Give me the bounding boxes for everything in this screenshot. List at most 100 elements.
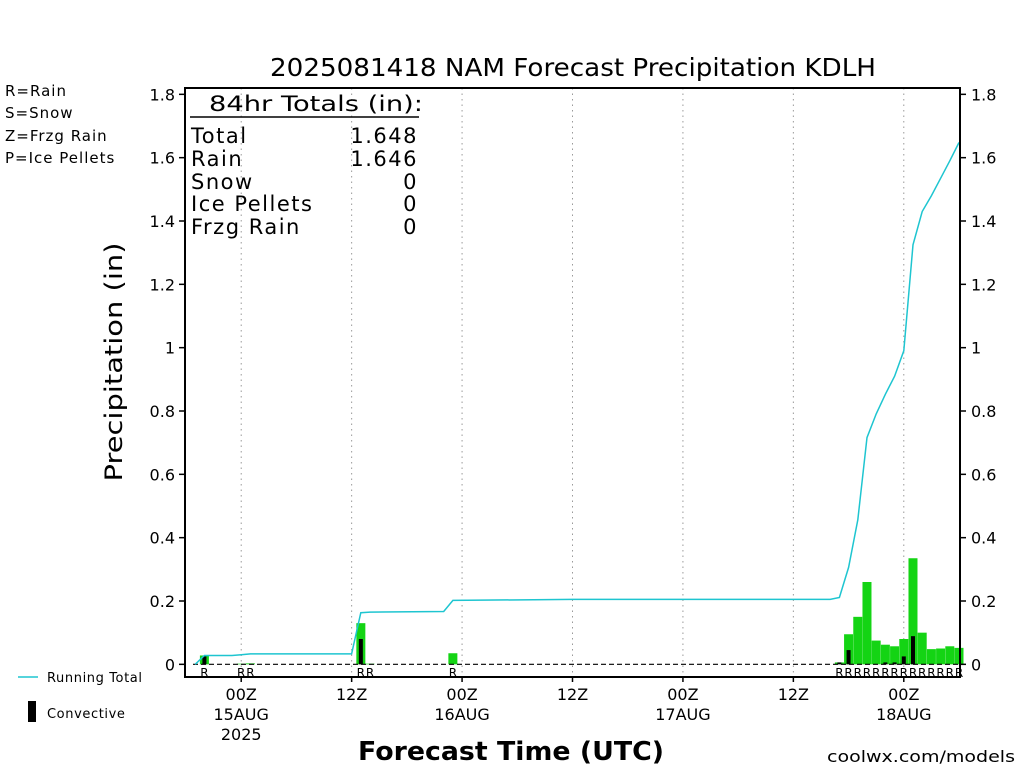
precip-type-letter: R bbox=[237, 666, 245, 680]
rain-bar bbox=[890, 646, 900, 665]
x-tick-label: 00Z bbox=[667, 685, 698, 704]
x-tick-year-label: 2025 bbox=[221, 725, 262, 744]
rain-bar bbox=[917, 632, 927, 665]
totals-label-freezing-rain: Frzg Rain bbox=[191, 215, 301, 239]
precip-type-letter: R bbox=[863, 666, 871, 680]
y-axis-ticks: 0 00.2 0.20.4 0.40.6 0.60.8 0.81 11.2 1.21.4 1.4… bbox=[150, 85, 997, 674]
convective-legend-label: Convective bbox=[47, 707, 126, 722]
x-axis-label: Forecast Time (UTC) bbox=[358, 737, 664, 767]
y-tick-label-right: 0.6 bbox=[971, 465, 996, 484]
convective-bar bbox=[892, 662, 897, 665]
y-tick-label-left: 1 bbox=[165, 339, 175, 358]
type-key-snow: S=Snow bbox=[5, 104, 74, 122]
x-tick-label: 12Z bbox=[336, 685, 367, 704]
precip-type-letter: R bbox=[449, 666, 457, 680]
y-tick-label-left: 0.8 bbox=[150, 402, 175, 421]
convective-swatch bbox=[28, 701, 36, 722]
y-tick-label-left: 1.2 bbox=[150, 275, 175, 294]
precip-type-letter: R bbox=[936, 666, 944, 680]
precip-type-letter: R bbox=[844, 666, 852, 680]
rain-bar bbox=[899, 639, 909, 665]
precip-type-letter: R bbox=[881, 666, 889, 680]
totals-value-total: 1.648 bbox=[350, 124, 418, 148]
convective-bar bbox=[883, 662, 888, 665]
totals-label-rain: Rain bbox=[191, 147, 243, 171]
type-key-freezing-rain: Z=Frzg Rain bbox=[5, 127, 108, 145]
y-tick-label-left: 1.8 bbox=[150, 85, 175, 104]
y-tick-label-right: 1.4 bbox=[971, 212, 996, 231]
convective-bars bbox=[202, 636, 915, 665]
y-tick-label-right: 1.8 bbox=[971, 85, 996, 104]
precip-type-letter: R bbox=[918, 666, 926, 680]
x-tick-label: 00Z bbox=[888, 685, 919, 704]
precip-type-letter: R bbox=[246, 666, 254, 680]
running-total-line bbox=[194, 142, 960, 665]
totals-label-snow: Snow bbox=[191, 170, 254, 194]
y-tick-label-left: 0.6 bbox=[150, 465, 175, 484]
x-tick-label: 12Z bbox=[778, 685, 809, 704]
x-tick-label: 00Z bbox=[226, 685, 257, 704]
convective-bar bbox=[202, 656, 207, 665]
precip-type-letter: R bbox=[927, 666, 935, 680]
rain-bar bbox=[448, 653, 458, 665]
x-gridlines bbox=[240, 88, 905, 677]
totals-value-ice-pellets: 0 bbox=[403, 192, 418, 216]
y-tick-label-left: 0.2 bbox=[150, 592, 175, 611]
convective-bar bbox=[910, 636, 915, 665]
rain-bar bbox=[862, 582, 872, 665]
rain-bar bbox=[908, 558, 918, 665]
rain-bar bbox=[945, 646, 955, 665]
y-tick-label-left: 1.4 bbox=[150, 212, 175, 231]
precip-type-letter: R bbox=[835, 666, 843, 680]
convective-bar bbox=[358, 639, 363, 665]
x-tick-label: 00Z bbox=[446, 685, 477, 704]
y-axis-label: Precipitation (in) bbox=[100, 243, 128, 482]
y-tick-label-right: 1 bbox=[971, 339, 981, 358]
totals-value-rain: 1.646 bbox=[350, 147, 418, 171]
totals-value-snow: 0 bbox=[403, 170, 418, 194]
precip-type-key: R=Rain S=Snow Z=Frzg Rain P=Ice Pellets bbox=[5, 82, 114, 167]
y-tick-label-right: 1.6 bbox=[971, 149, 996, 168]
precip-type-letter: R bbox=[854, 666, 862, 680]
rain-bar bbox=[926, 649, 936, 665]
precip-type-letter: R bbox=[900, 666, 908, 680]
precip-type-letter: R bbox=[890, 666, 898, 680]
precip-type-letter: R bbox=[200, 666, 208, 680]
x-tick-date-label: 15AUG bbox=[214, 705, 269, 724]
totals-label-ice-pellets: Ice Pellets bbox=[191, 192, 313, 216]
x-tick-date-label: 18AUG bbox=[876, 705, 931, 724]
rain-bar bbox=[880, 644, 890, 665]
x-tick-label: 12Z bbox=[557, 685, 588, 704]
running-total-legend-label: Running Total bbox=[47, 671, 143, 686]
y-tick-label-right: 1.2 bbox=[971, 275, 996, 294]
rain-bar bbox=[844, 634, 854, 665]
site-credit: coolwx.com/models bbox=[827, 747, 1015, 766]
totals-box: 84hr Totals (in): Total 1.648 Rain 1.646… bbox=[190, 92, 423, 239]
precip-type-letter: R bbox=[946, 666, 954, 680]
totals-value-freezing-rain: 0 bbox=[403, 215, 418, 239]
type-key-rain: R=Rain bbox=[5, 82, 67, 100]
y-tick-label-right: 0.2 bbox=[971, 592, 996, 611]
convective-bar bbox=[901, 656, 906, 665]
precip-type-letter: R bbox=[872, 666, 880, 680]
totals-label-total: Total bbox=[190, 124, 248, 148]
y-tick-label-left: 0 bbox=[165, 655, 175, 674]
x-tick-date-label: 17AUG bbox=[655, 705, 710, 724]
y-tick-label-left: 1.6 bbox=[150, 149, 175, 168]
totals-heading: 84hr Totals (in): bbox=[209, 92, 423, 116]
series-legend: Running Total Convective bbox=[18, 671, 143, 722]
chart-title: 2025081418 NAM Forecast Precipitation KD… bbox=[270, 53, 876, 82]
rain-bar bbox=[936, 648, 946, 665]
precip-type-letter: R bbox=[909, 666, 917, 680]
x-tick-date-label: 16AUG bbox=[434, 705, 489, 724]
rain-bar bbox=[853, 616, 863, 665]
y-tick-label-right: 0.8 bbox=[971, 402, 996, 421]
precip-type-letter: R bbox=[357, 666, 365, 680]
convective-bar bbox=[846, 650, 851, 665]
y-tick-label-right: 0 bbox=[971, 655, 981, 674]
convective-bar bbox=[837, 662, 842, 665]
y-tick-label-right: 0.4 bbox=[971, 529, 996, 548]
y-tick-label-left: 0.4 bbox=[150, 529, 175, 548]
